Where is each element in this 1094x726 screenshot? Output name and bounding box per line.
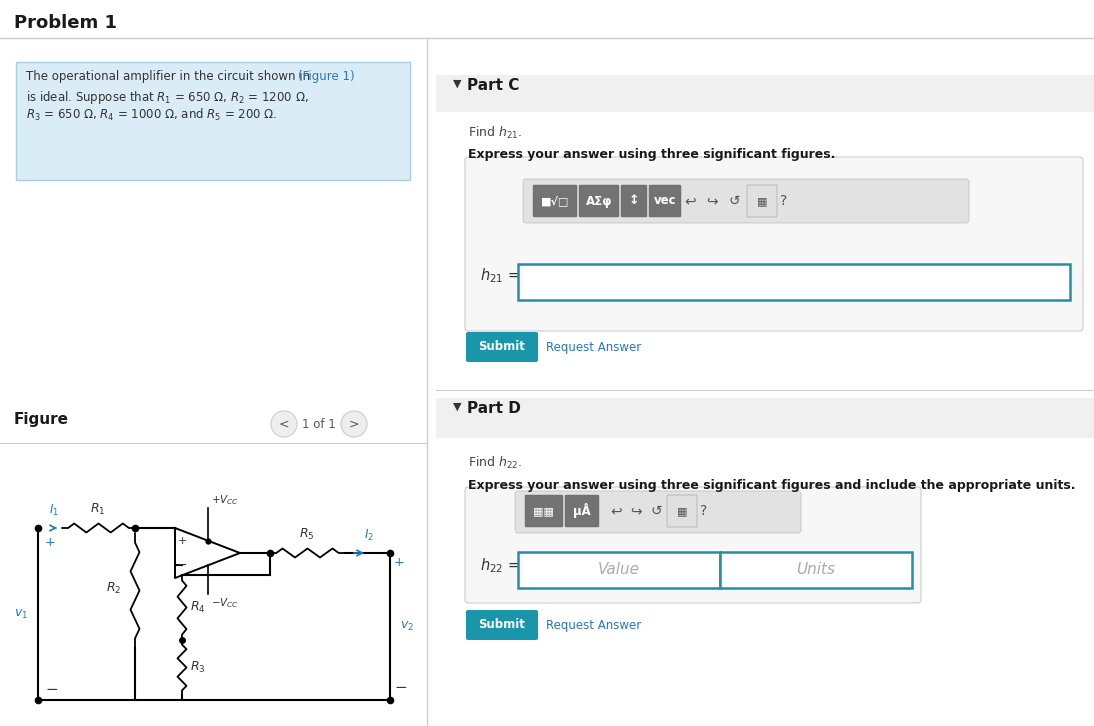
Text: (Figure 1): (Figure 1) [298, 70, 354, 83]
Text: vec: vec [654, 195, 676, 208]
FancyBboxPatch shape [517, 552, 720, 588]
FancyBboxPatch shape [525, 495, 563, 527]
FancyBboxPatch shape [466, 610, 538, 640]
Text: ?: ? [700, 504, 708, 518]
FancyBboxPatch shape [465, 487, 921, 603]
Text: −: − [177, 558, 187, 571]
Text: $h_{22}$ =: $h_{22}$ = [480, 557, 520, 575]
Text: ↩: ↩ [610, 504, 621, 518]
Text: $R_3$: $R_3$ [190, 659, 206, 674]
Text: Part D: Part D [467, 401, 521, 416]
Text: <: < [279, 417, 289, 431]
Text: ↺: ↺ [650, 504, 662, 518]
Text: −: − [45, 682, 58, 698]
Text: Find $h_{21}$.: Find $h_{21}$. [468, 125, 523, 141]
Text: Submit: Submit [478, 619, 525, 632]
Text: ↪: ↪ [630, 504, 642, 518]
FancyBboxPatch shape [649, 185, 680, 217]
FancyBboxPatch shape [523, 179, 969, 223]
Text: $I_2$: $I_2$ [364, 528, 374, 543]
Text: ▦: ▦ [757, 196, 767, 206]
Text: ▼: ▼ [453, 79, 462, 89]
Text: $v_2$: $v_2$ [400, 619, 414, 632]
Text: 1 of 1: 1 of 1 [302, 417, 336, 431]
FancyBboxPatch shape [579, 185, 619, 217]
FancyBboxPatch shape [517, 264, 1070, 300]
Text: +: + [394, 557, 405, 569]
Text: ↪: ↪ [707, 194, 718, 208]
Text: $v_1$: $v_1$ [14, 608, 28, 621]
FancyBboxPatch shape [515, 491, 801, 533]
Text: >: > [349, 417, 359, 431]
Circle shape [341, 411, 366, 437]
Text: ↺: ↺ [729, 194, 740, 208]
FancyBboxPatch shape [747, 185, 777, 217]
Text: $R_3$ = 650 Ω, $R_4$ = 1000 Ω, and $R_5$ = 200 Ω.: $R_3$ = 650 Ω, $R_4$ = 1000 Ω, and $R_5$… [26, 107, 278, 123]
Text: $I_1$: $I_1$ [49, 503, 59, 518]
Text: Units: Units [796, 563, 836, 577]
Text: The operational amplifier in the circuit shown in: The operational amplifier in the circuit… [26, 70, 314, 83]
Text: Value: Value [598, 563, 640, 577]
Text: Express your answer using three significant figures.: Express your answer using three signific… [468, 148, 836, 161]
Text: ↩: ↩ [684, 194, 696, 208]
Text: Figure: Figure [14, 412, 69, 427]
FancyBboxPatch shape [565, 495, 600, 527]
Text: $h_{21}$ =: $h_{21}$ = [480, 266, 520, 285]
Text: μÅ: μÅ [573, 504, 591, 518]
Text: ↕: ↕ [629, 195, 639, 208]
FancyBboxPatch shape [667, 495, 697, 527]
Text: ■√□: ■√□ [540, 195, 569, 206]
FancyBboxPatch shape [533, 185, 577, 217]
FancyBboxPatch shape [437, 75, 1094, 112]
FancyBboxPatch shape [621, 185, 647, 217]
Text: Express your answer using three significant figures and include the appropriate : Express your answer using three signific… [468, 479, 1075, 492]
Text: is ideal. Suppose that $R_1$ = 650 Ω, $R_2$ = 1200 Ω,: is ideal. Suppose that $R_1$ = 650 Ω, $R… [26, 89, 309, 106]
Text: ?: ? [780, 194, 788, 208]
Text: ▼: ▼ [453, 402, 462, 412]
Text: Request Answer: Request Answer [546, 340, 641, 354]
Circle shape [271, 411, 296, 437]
Text: $R_2$: $R_2$ [106, 581, 121, 595]
Text: ▦▦: ▦▦ [534, 506, 555, 516]
Text: +: + [177, 536, 187, 546]
FancyBboxPatch shape [16, 62, 410, 180]
Text: Find $h_{22}$.: Find $h_{22}$. [468, 455, 523, 471]
Text: Problem 1: Problem 1 [14, 14, 117, 32]
FancyBboxPatch shape [720, 552, 912, 588]
Text: +$V_{CC}$: +$V_{CC}$ [211, 493, 238, 507]
Text: ▦: ▦ [677, 506, 687, 516]
Text: $R_5$: $R_5$ [300, 527, 315, 542]
FancyBboxPatch shape [437, 398, 1094, 438]
Text: Request Answer: Request Answer [546, 619, 641, 632]
Text: −: − [394, 680, 407, 696]
Text: −$V_{CC}$: −$V_{CC}$ [211, 596, 238, 610]
Text: Submit: Submit [478, 340, 525, 354]
Text: $R_4$: $R_4$ [190, 600, 206, 614]
Text: ΑΣφ: ΑΣφ [585, 195, 613, 208]
FancyBboxPatch shape [466, 332, 538, 362]
Text: $R_1$: $R_1$ [91, 502, 106, 517]
Text: +: + [45, 536, 56, 549]
FancyBboxPatch shape [465, 157, 1083, 331]
Text: Part C: Part C [467, 78, 520, 93]
